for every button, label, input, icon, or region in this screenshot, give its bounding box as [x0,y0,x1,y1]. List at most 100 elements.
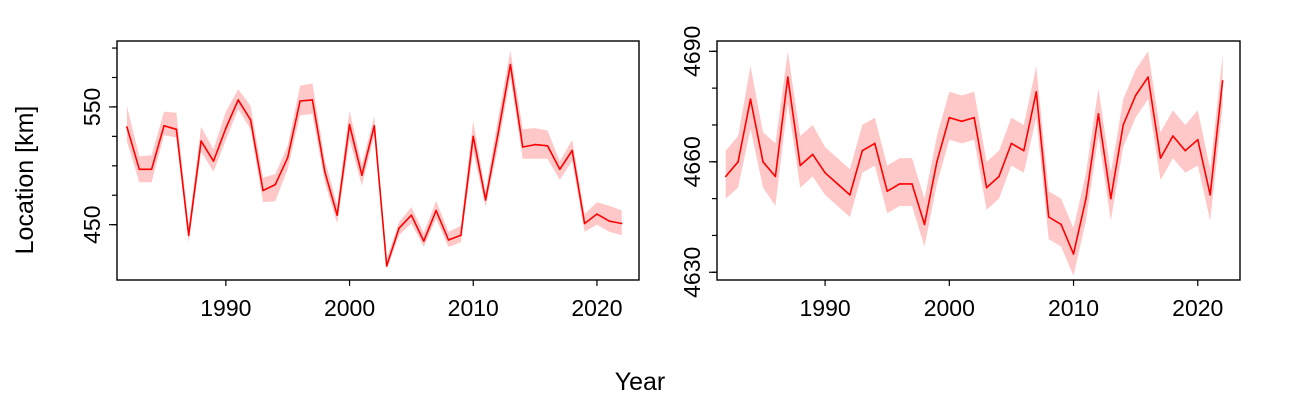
left-data-point [460,234,462,237]
left-data-point [262,189,264,192]
right-data-point [724,175,727,178]
left-data-point [546,145,549,147]
left-x-tick-label: 2000 [324,295,375,321]
right-data-point [811,153,814,156]
right-data-point [948,116,951,119]
left-series-line [126,63,622,267]
right-data-point [836,183,839,185]
left-x-tick-label: 2020 [571,295,622,321]
right-x-tick-label: 1990 [799,295,850,321]
left-panel: 1990 2000 2010 2020 450 550 [79,40,640,321]
left-data-point [237,99,239,101]
right-data-point [1110,197,1112,200]
left-data-point [175,128,178,131]
left-data-point [410,214,413,216]
left-data-point [249,119,252,121]
left-data-point [212,160,215,162]
left-data-point [472,135,475,138]
right-x-axis: 1990 2000 2010 2020 [799,280,1223,321]
right-x-tick-label: 2010 [1048,295,1099,321]
left-data-point [274,183,277,186]
left-y-axis: 450 550 [79,47,117,244]
left-data-point [348,123,351,126]
left-y-tick-label: 550 [79,88,105,126]
left-data-point [608,220,611,222]
right-panel: 1990 2000 2010 2020 4630 4660 4690 [679,26,1241,321]
left-data-point [583,222,586,225]
left-band-area [126,50,622,270]
right-data-point [774,175,777,178]
left-data-point [534,143,536,146]
right-data-point [799,164,801,167]
left-data-point [200,140,202,142]
left-data-point [225,127,227,129]
x-axis-title: Year [615,368,666,396]
left-data-point [126,126,128,128]
left-data-point [286,156,289,159]
right-data-point [973,116,975,119]
right-data-point [787,76,789,78]
left-data-point [311,99,314,101]
left-data-point [596,213,598,215]
right-data-point [923,223,926,226]
right-y-tick-label: 4630 [679,247,705,298]
right-data-point [936,161,938,163]
right-x-tick-label: 2020 [1172,295,1223,321]
right-data-point [985,186,988,189]
left-data-point [361,174,363,176]
right-data-point [849,194,851,196]
left-data-point [138,168,141,171]
right-data-point [874,142,876,145]
right-data-point [824,172,826,174]
left-data-point [521,146,524,148]
right-data-point [1010,142,1013,145]
right-data-point [1147,76,1149,78]
left-data-point [497,133,499,135]
right-y-tick-label: 4690 [679,26,705,77]
left-confidence-band [126,50,622,270]
right-data-point [898,183,901,185]
left-data-point [336,214,339,216]
right-data-point [1047,216,1050,218]
right-x-tick-label: 2000 [924,295,975,321]
right-data-point [911,183,913,185]
left-data-point [187,234,190,237]
right-data-point [861,149,864,152]
right-confidence-band [725,51,1223,276]
left-data-point [398,227,400,229]
right-data-points [724,76,1224,255]
right-data-point [1209,194,1211,196]
left-data-point [150,168,153,171]
right-data-point [1035,91,1038,93]
right-y-axis: 4630 4660 4690 [679,26,717,298]
right-data-point [762,161,764,163]
right-data-point [1197,138,1199,141]
right-data-point [1221,80,1224,82]
right-data-point [1072,253,1075,255]
right-y-tick-label: 4660 [679,136,705,187]
left-data-point [447,239,450,241]
right-data-point [749,98,752,100]
right-data-point [1023,149,1025,152]
right-data-point [1184,149,1187,152]
left-data-point [559,168,561,171]
right-data-point [1085,197,1087,200]
right-data-point [960,120,963,123]
right-data-point [1134,94,1137,97]
right-plot-frame [716,40,1241,281]
left-data-point [620,222,623,225]
left-data-point [484,199,487,201]
left-data-point [163,125,165,127]
left-series-polyline [126,63,622,267]
left-data-points [126,63,623,267]
right-data-point [1172,135,1174,137]
right-data-point [886,190,888,192]
right-data-point [1060,223,1062,226]
left-x-tick-label: 2010 [448,295,499,321]
left-y-tick-label: 450 [79,206,105,244]
left-data-point [423,240,425,242]
right-data-point [1122,124,1124,126]
left-data-point [373,125,376,127]
right-band-area [725,51,1223,276]
